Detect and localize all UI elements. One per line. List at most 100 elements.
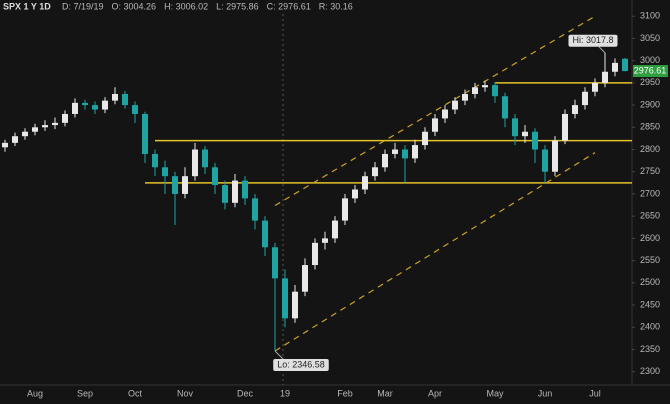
x-tick-label: Dec <box>237 388 254 398</box>
candle-body <box>192 149 198 177</box>
x-tick-label: May <box>486 388 504 398</box>
candle-body <box>2 142 8 148</box>
y-tick-label: 3050 <box>640 33 660 43</box>
header-info: C: 2976.61 <box>267 1 311 11</box>
candle-body <box>372 167 378 177</box>
candle-body <box>172 176 178 194</box>
trend-channel <box>274 15 596 207</box>
candle-body <box>552 140 558 172</box>
candle-body <box>202 149 208 168</box>
candle-body <box>12 136 18 143</box>
candle-body <box>302 265 308 292</box>
candle-body <box>492 85 498 97</box>
candle-body <box>32 127 38 132</box>
candle-body <box>402 149 408 159</box>
candle-body <box>232 180 238 203</box>
candle-body <box>102 100 108 110</box>
x-tick-label: 19 <box>280 388 290 398</box>
header-info: O: 3004.26 <box>112 1 157 11</box>
candle-body <box>582 91 588 106</box>
candle-body <box>242 180 248 199</box>
candle-body <box>92 105 98 110</box>
y-tick-label: 2650 <box>640 211 660 221</box>
lo-label-box <box>273 358 329 371</box>
last-price-box <box>633 65 668 78</box>
candle-body <box>272 247 278 279</box>
candle-body <box>442 109 448 119</box>
candle-body <box>422 131 428 146</box>
candle-body <box>412 145 418 159</box>
header-info: R: 30.16 <box>319 1 353 11</box>
candle-body <box>502 96 508 119</box>
y-tick-label: 2400 <box>640 322 660 332</box>
candle-body <box>472 87 478 94</box>
y-tick-label: 2900 <box>640 99 660 109</box>
candle-body <box>122 93 128 106</box>
y-tick-label: 2500 <box>640 277 660 287</box>
candle-body <box>142 113 148 154</box>
candle-body <box>482 85 488 88</box>
hi-label-box <box>568 34 618 47</box>
candle-body <box>352 189 358 199</box>
candle-body <box>292 291 298 319</box>
candle-body <box>432 118 438 132</box>
candle-body <box>62 113 68 123</box>
candle-body <box>542 149 548 172</box>
candle-body <box>462 93 468 101</box>
y-tick-label: 2950 <box>640 77 660 87</box>
hi-label: Hi: 3017.8 <box>572 35 613 45</box>
candle-body <box>312 242 318 266</box>
candle-body <box>562 113 568 141</box>
header-info: D: 7/19/19 <box>62 1 104 11</box>
y-tick-label: 3100 <box>640 11 660 21</box>
y-tick-label: 2800 <box>640 144 660 154</box>
candle-body <box>162 167 168 177</box>
x-tick-label: Apr <box>428 388 442 398</box>
candle-body <box>52 122 58 126</box>
candle-body <box>42 125 48 128</box>
candle-body <box>332 220 338 239</box>
candle-body <box>572 105 578 114</box>
candle-body <box>522 131 528 137</box>
x-tick-label: Jun <box>538 388 553 398</box>
y-tick-label: 2450 <box>640 299 660 309</box>
candle-body <box>392 149 398 154</box>
candle-body <box>82 102 88 106</box>
y-tick-label: 2600 <box>640 233 660 243</box>
candle-body <box>262 220 268 248</box>
candle-body <box>512 118 518 137</box>
y-tick-label: 2850 <box>640 122 660 132</box>
candle-body <box>112 93 118 101</box>
y-tick-label: 2300 <box>640 366 660 376</box>
candle-body <box>72 102 78 114</box>
x-tick-label: Aug <box>27 388 43 398</box>
candle-body <box>212 167 218 186</box>
y-tick-label: 2750 <box>640 166 660 176</box>
header-info: H: 3006.02 <box>164 1 208 11</box>
y-tick-label: 2700 <box>640 188 660 198</box>
y-tick-label: 2550 <box>640 255 660 265</box>
last-price-label: 2976.61 <box>634 65 667 75</box>
candle-body <box>452 100 458 110</box>
x-tick-label: Feb <box>337 388 353 398</box>
candle-body <box>132 105 138 114</box>
candle-body <box>22 131 28 137</box>
candle-body <box>612 62 618 72</box>
candle-body <box>622 58 628 72</box>
header-info: L: 2975.86 <box>216 1 259 11</box>
candle-body <box>532 131 538 150</box>
candle-body <box>182 176 188 194</box>
x-tick-label: Nov <box>177 388 194 398</box>
y-tick-label: 3000 <box>640 55 660 65</box>
x-tick-label: Oct <box>128 388 143 398</box>
candle-body <box>152 153 158 168</box>
candle-body <box>322 238 328 243</box>
candle-body <box>342 198 348 221</box>
candle-body <box>602 71 608 83</box>
candle-body <box>382 153 388 168</box>
x-tick-label: Mar <box>377 388 393 398</box>
x-tick-label: Sep <box>77 388 93 398</box>
candle-body <box>222 185 228 203</box>
